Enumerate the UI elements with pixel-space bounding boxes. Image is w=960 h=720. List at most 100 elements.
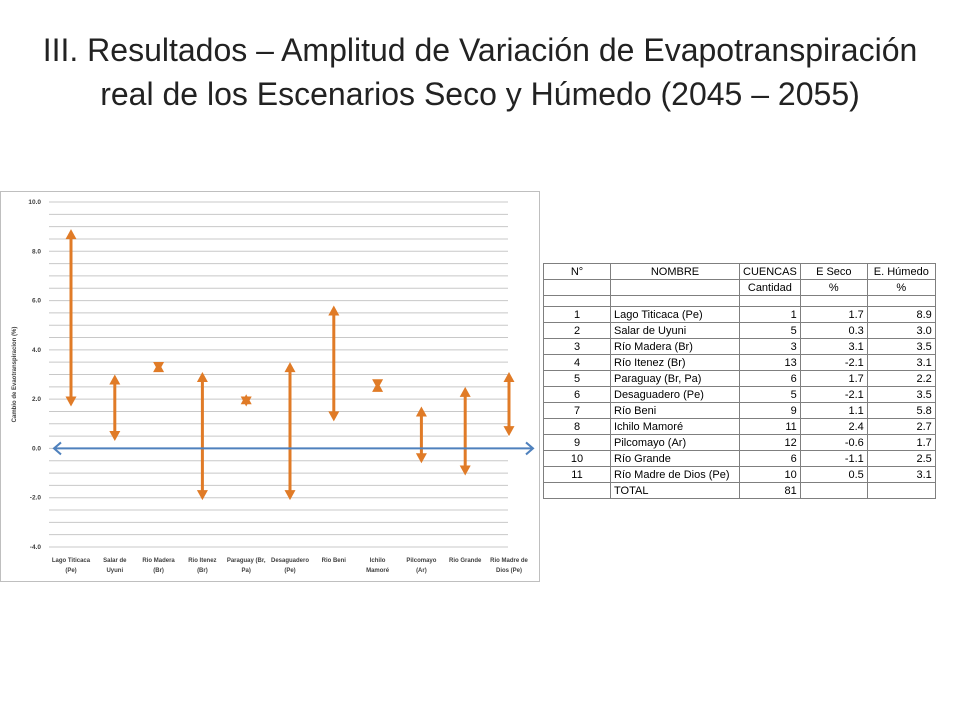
- x-tick-label: Salar de: [103, 558, 127, 564]
- table-row: 10 Río Grande 6 -1.1 2.5: [543, 450, 936, 467]
- row-nombre: Pilcomayo (Ar): [610, 434, 740, 451]
- header-e-seco: E Seco: [799, 263, 868, 280]
- row-e-humedo: 5.8: [866, 402, 936, 419]
- arrow-head-humedo: [415, 406, 427, 417]
- table-subheader-row: Cantidad % %: [543, 279, 936, 296]
- x-tick-label: Rio Grande: [449, 558, 482, 564]
- row-cuencas: 3: [739, 338, 801, 355]
- arrow-head-seco: [284, 490, 296, 501]
- table-spacer-row: [543, 295, 936, 307]
- arrow-head-seco: [196, 490, 208, 501]
- range-arrow: [459, 386, 471, 476]
- subheader-humedo-unit: %: [866, 279, 936, 296]
- arrow-head-seco: [65, 396, 77, 407]
- x-tick-label: Rio Madre de: [490, 558, 528, 564]
- row-cuencas: 5: [739, 386, 801, 403]
- row-e-seco: -1.1: [799, 450, 868, 467]
- arrow-head-humedo: [196, 372, 208, 383]
- y-tick-label: 8.0: [32, 248, 41, 255]
- table-row: 7 Río Beni 9 1.1 5.8: [543, 402, 936, 419]
- x-tick-label: Pa): [242, 568, 251, 574]
- row-e-seco: -2.1: [799, 354, 868, 371]
- row-e-seco: 1.7: [799, 370, 868, 387]
- row-nombre: Lago Titicaca (Pe): [610, 306, 740, 323]
- arrow-head-seco: [459, 465, 471, 476]
- x-tick-label: Pilcomayo: [406, 558, 436, 564]
- header-nombre: NOMBRE: [610, 263, 740, 280]
- row-e-seco: 3.1: [799, 338, 868, 355]
- row-nombre: Río Itenez (Br): [610, 354, 740, 371]
- arrow-head-humedo: [459, 386, 471, 397]
- arrow-head-seco: [415, 453, 427, 464]
- y-tick-label: 4.0: [32, 347, 41, 354]
- row-cuencas: 6: [739, 370, 801, 387]
- x-tick-label: Uyuni: [106, 568, 123, 574]
- row-number: 10: [543, 450, 611, 467]
- table-row: 4 Río Itenez (Br) 13 -2.1 3.1: [543, 354, 936, 371]
- x-tick-label: (Ar): [416, 568, 427, 574]
- range-chart: 10.0 8.0 6.0 4.0 2.0 0.0 -2.0 -4.0 Cambio de Eva…: [0, 191, 540, 582]
- arrow-head-humedo: [284, 362, 296, 373]
- row-e-humedo: 1.7: [866, 434, 936, 451]
- row-e-seco: 1.1: [799, 402, 868, 419]
- subheader-seco-unit: %: [799, 279, 868, 296]
- row-e-seco: 0.3: [799, 322, 868, 339]
- range-arrow: [284, 362, 296, 501]
- arrow-head-humedo: [503, 372, 515, 383]
- row-e-humedo: 3.0: [866, 322, 936, 339]
- row-e-humedo: 2.5: [866, 450, 936, 467]
- row-e-humedo: 2.2: [866, 370, 936, 387]
- slide-title: III. Resultados – Amplitud de Variación …: [42, 32, 918, 112]
- range-arrow: [503, 372, 515, 437]
- table-row: 6 Desaguadero (Pe) 5 -2.1 3.5: [543, 386, 936, 403]
- row-nombre: Río Madera (Br): [610, 338, 740, 355]
- header-e-humedo: E. Húmedo: [866, 263, 936, 280]
- header-no: N°: [543, 263, 611, 280]
- range-arrow: [415, 406, 427, 464]
- arrow-head-seco: [372, 379, 384, 390]
- row-number: 9: [543, 434, 611, 451]
- table-row: 11 Río Madre de Dios (Pe) 10 0.5 3.1: [543, 466, 936, 483]
- row-cuencas: 10: [739, 466, 801, 483]
- row-e-seco: 2.4: [799, 418, 868, 435]
- row-e-humedo: 3.5: [866, 386, 936, 403]
- zero-axis-right-arrow: [525, 441, 535, 456]
- y-tick-label: 10.0: [28, 199, 41, 206]
- range-arrow: [328, 305, 340, 422]
- table-header-row: N° NOMBRE CUENCAS E Seco E. Húmedo: [543, 263, 936, 280]
- row-number: 3: [543, 338, 611, 355]
- y-tick-label: 0.0: [32, 445, 41, 452]
- row-nombre: Río Grande: [610, 450, 740, 467]
- row-nombre: Río Beni: [610, 402, 740, 419]
- arrow-head-humedo: [109, 374, 121, 385]
- range-arrow: [109, 374, 121, 442]
- x-tick-label: Desaguadero: [271, 558, 309, 564]
- arrow-head-seco: [240, 396, 252, 407]
- x-tick-label: (Pe): [284, 568, 295, 574]
- total-label: TOTAL: [610, 482, 740, 499]
- total-value: 81: [739, 482, 801, 499]
- row-number: 4: [543, 354, 611, 371]
- x-tick-label: Mamoré: [366, 568, 390, 574]
- row-number: 5: [543, 370, 611, 387]
- row-number: 1: [543, 306, 611, 323]
- table-row: 9 Pilcomayo (Ar) 12 -0.6 1.7: [543, 434, 936, 451]
- row-cuencas: 5: [739, 322, 801, 339]
- row-cuencas: 1: [739, 306, 801, 323]
- subheader-no: [543, 279, 611, 296]
- arrow-head-seco: [109, 431, 121, 442]
- y-tick-label: -2.0: [30, 495, 42, 502]
- table-row: 1 Lago Titicaca (Pe) 1 1.7 8.9: [543, 306, 936, 323]
- x-tick-label: (Br): [153, 568, 164, 574]
- zero-axis-left-arrow: [52, 441, 62, 456]
- row-e-humedo: 3.1: [866, 354, 936, 371]
- row-number: 8: [543, 418, 611, 435]
- row-nombre: Paraguay (Br, Pa): [610, 370, 740, 387]
- range-arrow: [372, 379, 384, 392]
- row-number: 6: [543, 386, 611, 403]
- x-tick-label: Rio Madera: [142, 558, 175, 564]
- row-e-humedo: 2.7: [866, 418, 936, 435]
- x-tick-label: Rio Itenez: [188, 558, 216, 564]
- x-tick-label: Ichilo: [370, 558, 386, 564]
- x-tick-label: Dios (Pe): [496, 568, 522, 574]
